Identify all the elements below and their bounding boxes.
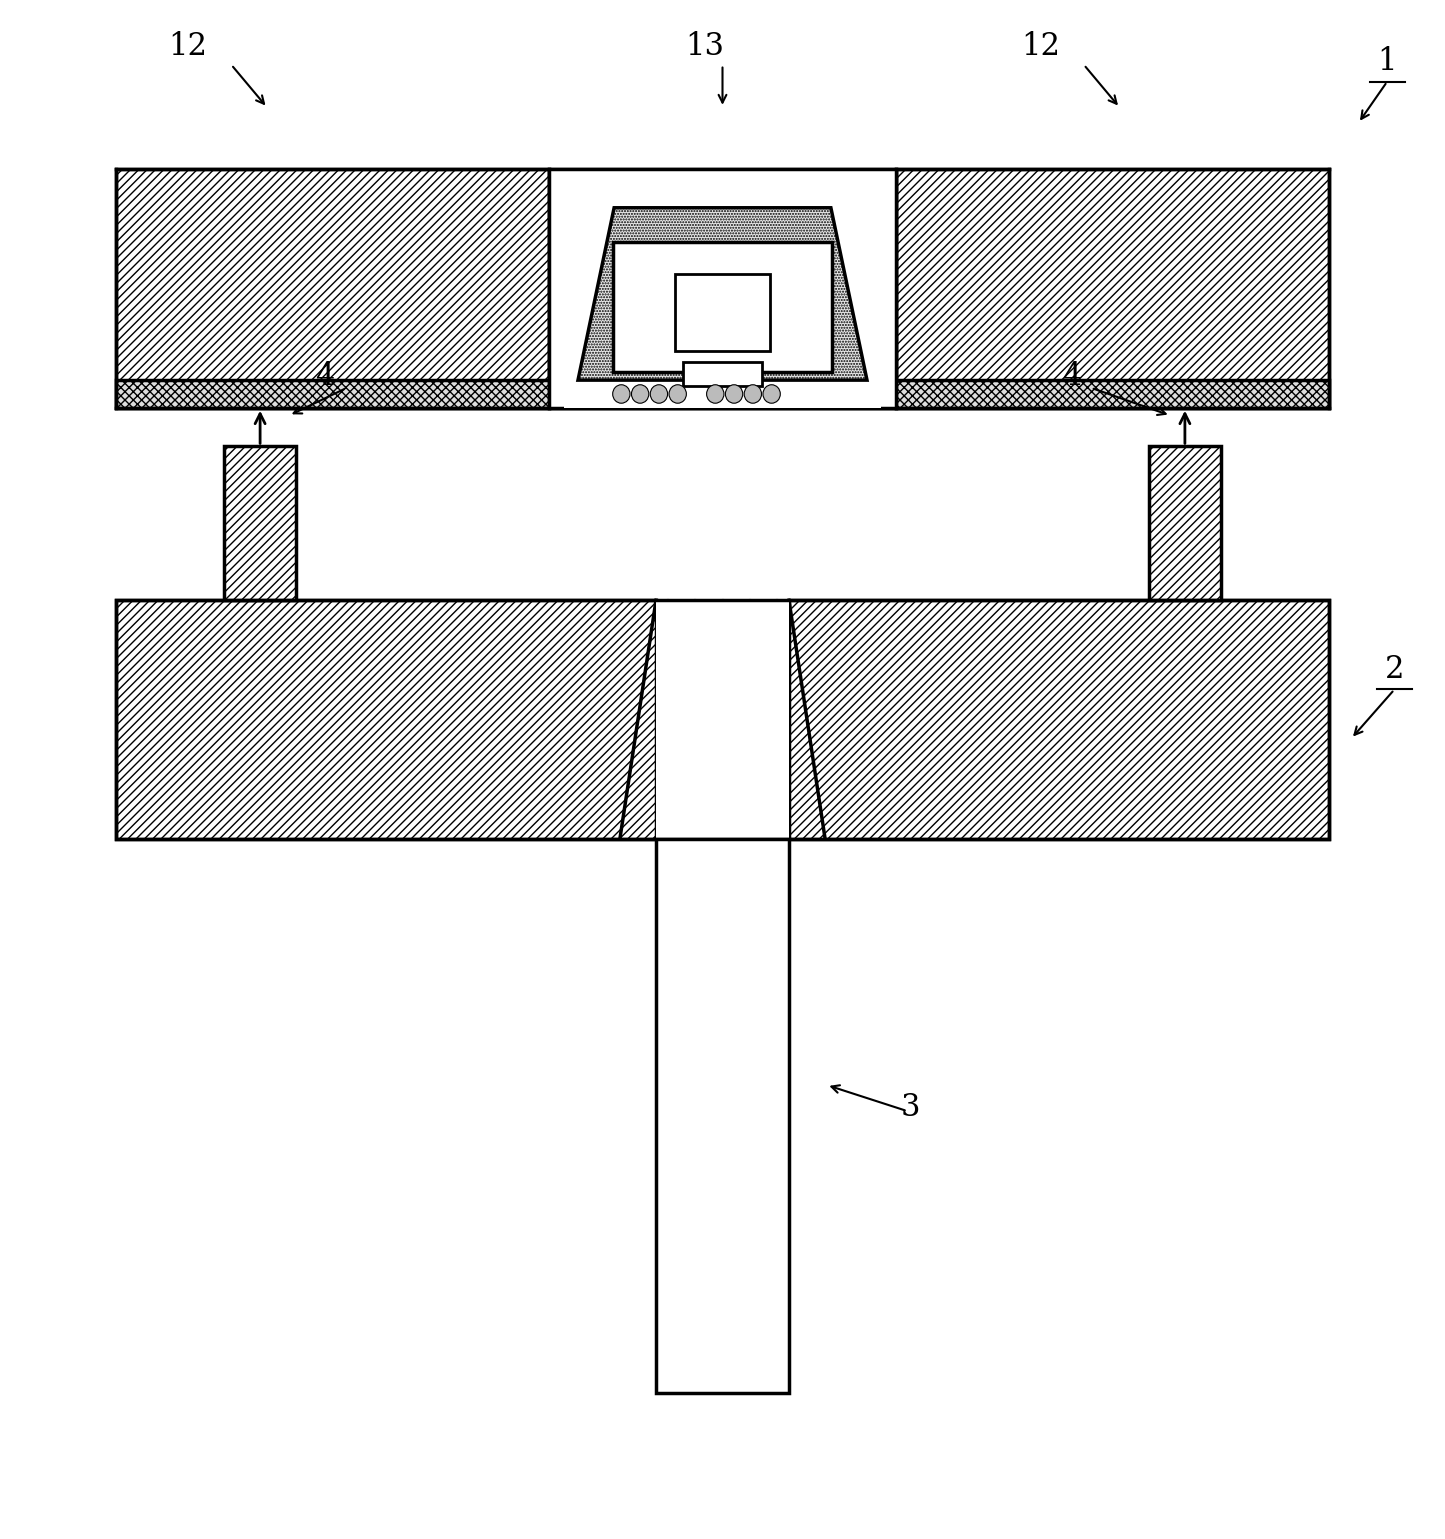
Text: 2: 2 — [1384, 654, 1405, 685]
Text: 4: 4 — [1062, 362, 1082, 392]
Circle shape — [669, 385, 686, 403]
Bar — [549, 169, 896, 408]
Text: 12: 12 — [169, 31, 207, 62]
Text: 3: 3 — [900, 1093, 920, 1123]
Circle shape — [650, 385, 668, 403]
Circle shape — [725, 385, 743, 403]
Circle shape — [707, 385, 724, 403]
Circle shape — [763, 385, 780, 403]
Bar — [116, 380, 1329, 408]
Bar — [683, 362, 762, 386]
Text: 12: 12 — [1022, 31, 1059, 62]
Text: 4: 4 — [315, 362, 335, 392]
Bar — [116, 600, 1329, 839]
Bar — [116, 600, 656, 839]
Bar — [116, 169, 549, 408]
Text: 13: 13 — [686, 31, 724, 62]
Bar — [224, 446, 296, 600]
Bar — [896, 169, 1329, 408]
Circle shape — [744, 385, 762, 403]
Bar — [564, 380, 881, 408]
Bar — [1149, 446, 1221, 600]
Circle shape — [631, 385, 649, 403]
Bar — [675, 274, 770, 351]
Bar — [656, 600, 789, 839]
Bar — [789, 600, 1329, 839]
Bar — [613, 242, 832, 372]
Circle shape — [613, 385, 630, 403]
Polygon shape — [578, 208, 867, 380]
Bar — [656, 839, 789, 1393]
Text: 1: 1 — [1377, 46, 1397, 77]
